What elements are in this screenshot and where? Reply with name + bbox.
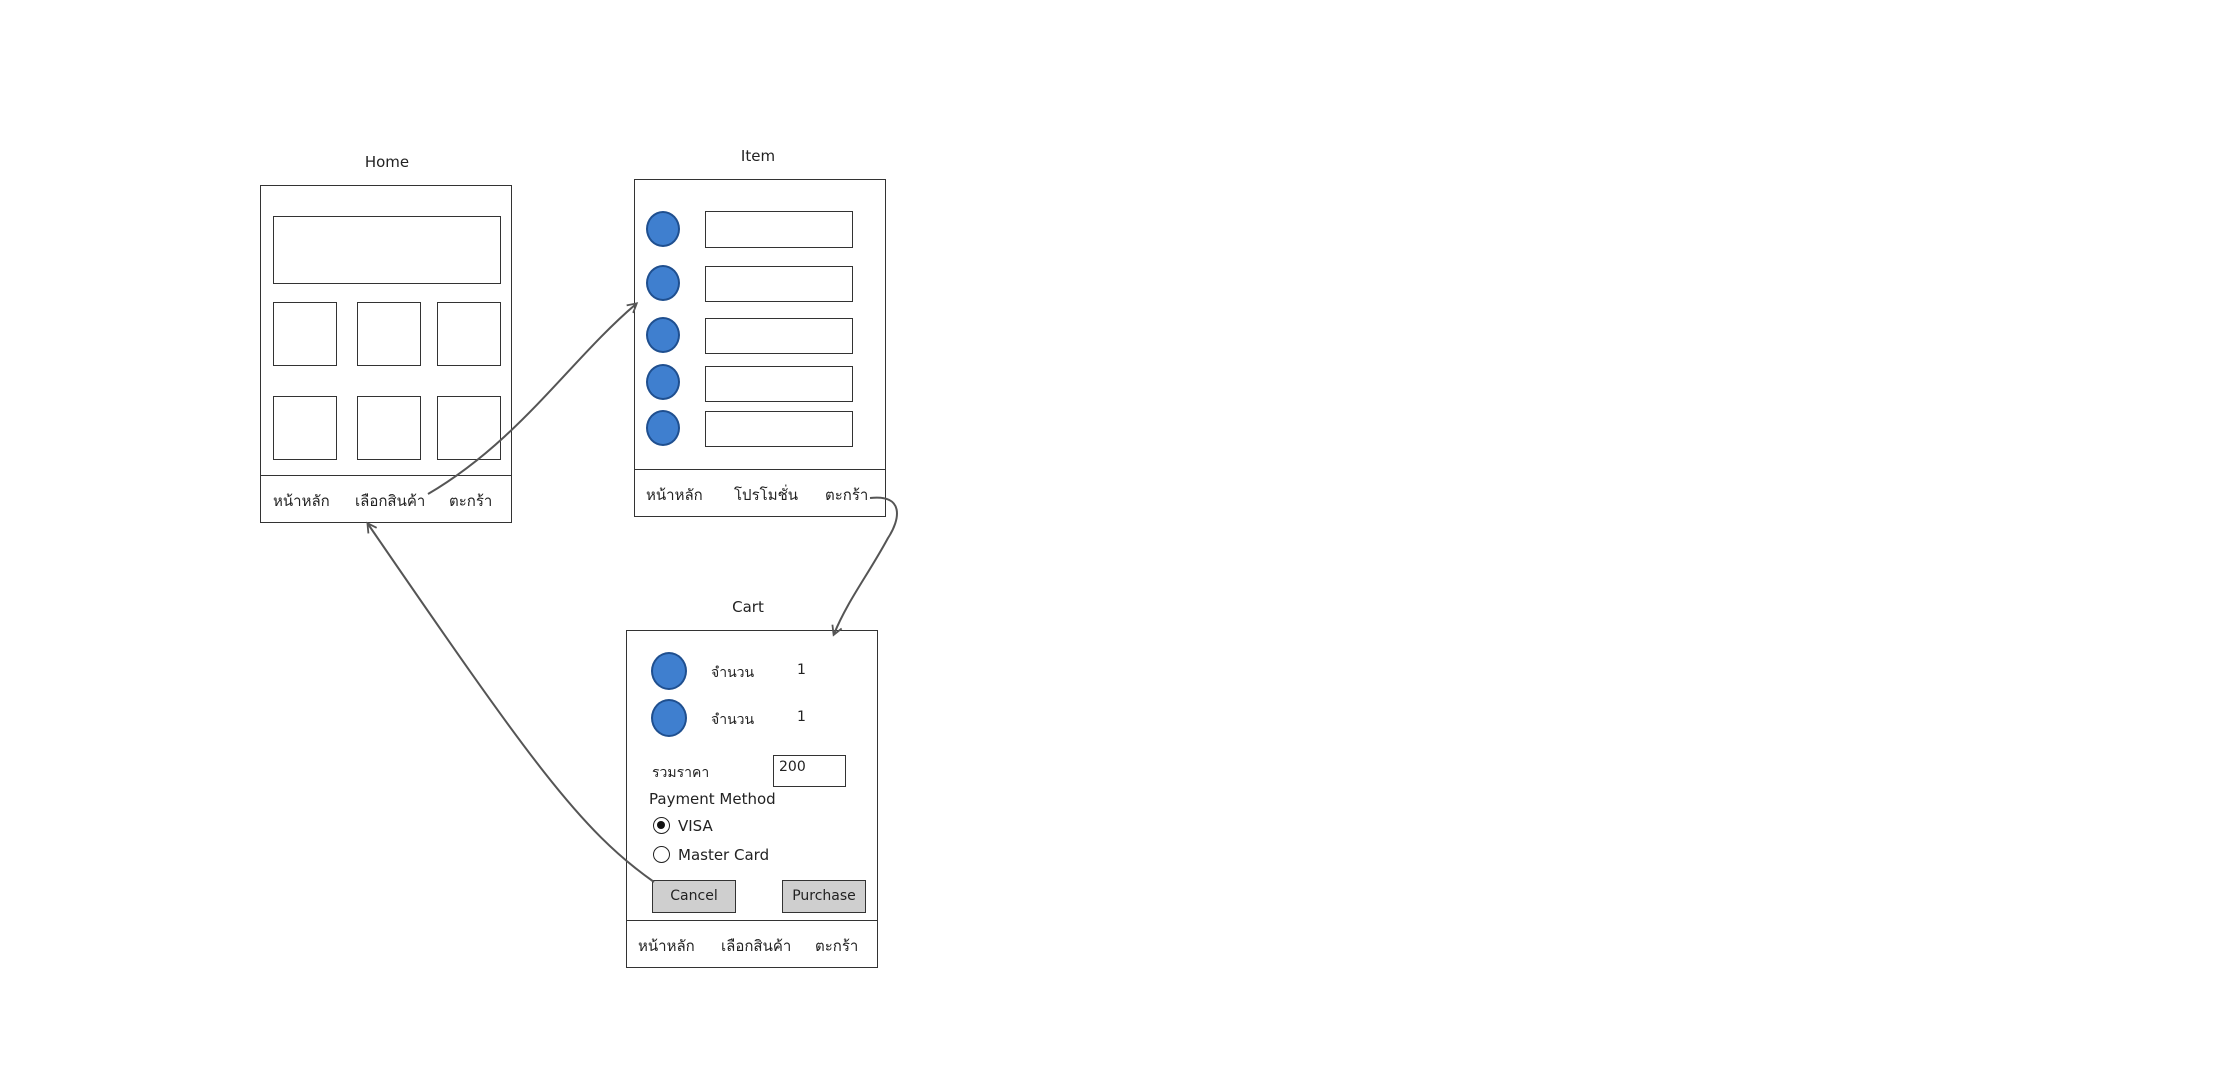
item-image-dot (646, 265, 680, 301)
nav-home-tab[interactable]: หน้าหลัก (273, 492, 330, 510)
nav-home-tab[interactable]: หน้าหลัก (638, 937, 695, 955)
home-category-tile[interactable] (273, 396, 337, 460)
cart-qty-label: จำนวน (711, 712, 755, 728)
item-to-cart-connector (831, 496, 898, 637)
mastercard-label: Master Card (678, 846, 770, 864)
home-category-tile[interactable] (437, 302, 501, 366)
cart-to-home-connector (366, 521, 655, 883)
item-entry-box[interactable] (705, 266, 853, 302)
home-category-tile[interactable] (357, 302, 421, 366)
nav-cart-tab[interactable]: ตะกร้า (815, 937, 859, 955)
home-banner[interactable] (273, 216, 501, 284)
nav-cart-tab[interactable]: ตะกร้า (449, 492, 493, 510)
item-image-dot (646, 211, 680, 247)
home-category-tile[interactable] (273, 302, 337, 366)
visa-radio[interactable] (653, 817, 670, 834)
item-screen-title: Item (740, 147, 776, 165)
cart-item-dot (651, 652, 687, 690)
nav-select-products-tab[interactable]: เลือกสินค้า (721, 937, 792, 955)
home-nav-bar: หน้าหลัก เลือกสินค้า ตะกร้า (261, 475, 511, 522)
item-entry-box[interactable] (705, 366, 853, 402)
home-screen-title: Home (364, 153, 410, 171)
cart-qty-label: จำนวน (711, 665, 755, 681)
cart-item-dot (651, 699, 687, 737)
total-price-field[interactable]: 200 (773, 755, 846, 787)
item-nav-bar: หน้าหลัก โปรโมชั่น ตะกร้า (635, 469, 885, 516)
nav-cart-tab[interactable]: ตะกร้า (825, 486, 869, 504)
visa-label: VISA (678, 817, 713, 835)
home-category-tile[interactable] (437, 396, 501, 460)
item-image-dot (646, 410, 680, 446)
item-entry-box[interactable] (705, 318, 853, 354)
home-category-tile[interactable] (357, 396, 421, 460)
item-entry-box[interactable] (705, 411, 853, 447)
nav-home-tab[interactable]: หน้าหลัก (646, 486, 703, 504)
purchase-button[interactable]: Purchase (782, 880, 866, 913)
mastercard-radio[interactable] (653, 846, 670, 863)
item-image-dot (646, 364, 680, 400)
cancel-button[interactable]: Cancel (652, 880, 736, 913)
cart-qty-value: 1 (797, 662, 806, 678)
item-screen: หน้าหลัก โปรโมชั่น ตะกร้า (634, 179, 886, 517)
item-entry-box[interactable] (705, 211, 853, 248)
total-price-label: รวมราคา (652, 765, 710, 781)
nav-select-products-tab[interactable]: เลือกสินค้า (355, 492, 426, 510)
cart-nav-bar: หน้าหลัก เลือกสินค้า ตะกร้า (627, 920, 877, 967)
item-image-dot (646, 317, 680, 353)
home-screen: หน้าหลัก เลือกสินค้า ตะกร้า (260, 185, 512, 523)
cart-qty-value: 1 (797, 709, 806, 725)
payment-method-label: Payment Method (649, 790, 776, 808)
cart-screen: จำนวน 1 จำนวน 1 รวมราคา 200 Payment Meth… (626, 630, 878, 968)
cart-screen-title: Cart (732, 598, 764, 616)
nav-promotion-tab[interactable]: โปรโมชั่น (734, 486, 799, 504)
